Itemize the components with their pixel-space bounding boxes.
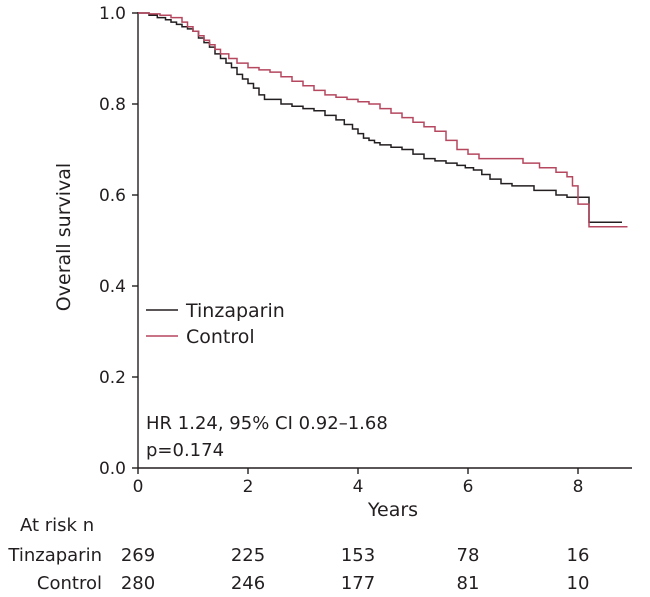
risk-row-label-tinzaparin: Tinzaparin: [7, 545, 102, 566]
x-tick-label: 2: [243, 477, 254, 497]
risk-table-title: At risk n: [20, 515, 94, 536]
legend: Tinzaparin Control: [146, 300, 285, 348]
risk-value: 153: [341, 545, 375, 566]
y-axis-title: Overall survival: [53, 163, 75, 311]
plot-area: 0.0 0.2 0.4 0.6 0.8 1.0 0 2 4 6 8: [99, 4, 632, 497]
y-tick-label: 0.4: [99, 277, 126, 297]
risk-value: 269: [121, 545, 155, 566]
risk-row-label-control: Control: [37, 573, 102, 594]
x-tick-label: 4: [353, 477, 364, 497]
annotations: HR 1.24, 95% CI 0.92–1.68 p=0.174: [146, 413, 388, 461]
legend-label-control: Control: [186, 326, 255, 348]
y-tick-label: 1.0: [99, 4, 126, 24]
y-tick-label: 0.6: [99, 186, 126, 206]
series-lines: [138, 12, 628, 228]
risk-value: 246: [231, 573, 265, 594]
hazard-ratio-note: HR 1.24, 95% CI 0.92–1.68: [146, 413, 388, 434]
risk-value: 177: [341, 573, 375, 594]
risk-value: 81: [457, 573, 480, 594]
legend-label-tinzaparin: Tinzaparin: [185, 300, 285, 322]
x-ticks: 0 2 4 6 8: [133, 468, 584, 497]
x-axis-title: Years: [367, 499, 418, 521]
risk-table: At risk n Tinzaparin Control 269 225 153 78…: [7, 515, 589, 594]
risk-value: 225: [231, 545, 265, 566]
y-ticks: 0.0 0.2 0.4 0.6 0.8 1.0: [99, 4, 138, 479]
y-tick-label: 0.0: [99, 459, 126, 479]
p-value-note: p=0.174: [146, 440, 224, 461]
x-tick-label: 6: [463, 477, 474, 497]
y-tick-label: 0.2: [99, 368, 126, 388]
risk-value: 78: [457, 545, 480, 566]
y-tick-label: 0.8: [99, 95, 126, 115]
x-tick-label: 0: [133, 477, 144, 497]
risk-value: 16: [567, 545, 590, 566]
risk-values: 269 225 153 78 16 280 246 177 81 10: [121, 545, 590, 594]
series-line-control: [138, 12, 628, 228]
x-tick-label: 8: [573, 477, 584, 497]
risk-value: 280: [121, 573, 155, 594]
series-line-tinzaparin: [138, 12, 622, 224]
risk-value: 10: [567, 573, 590, 594]
